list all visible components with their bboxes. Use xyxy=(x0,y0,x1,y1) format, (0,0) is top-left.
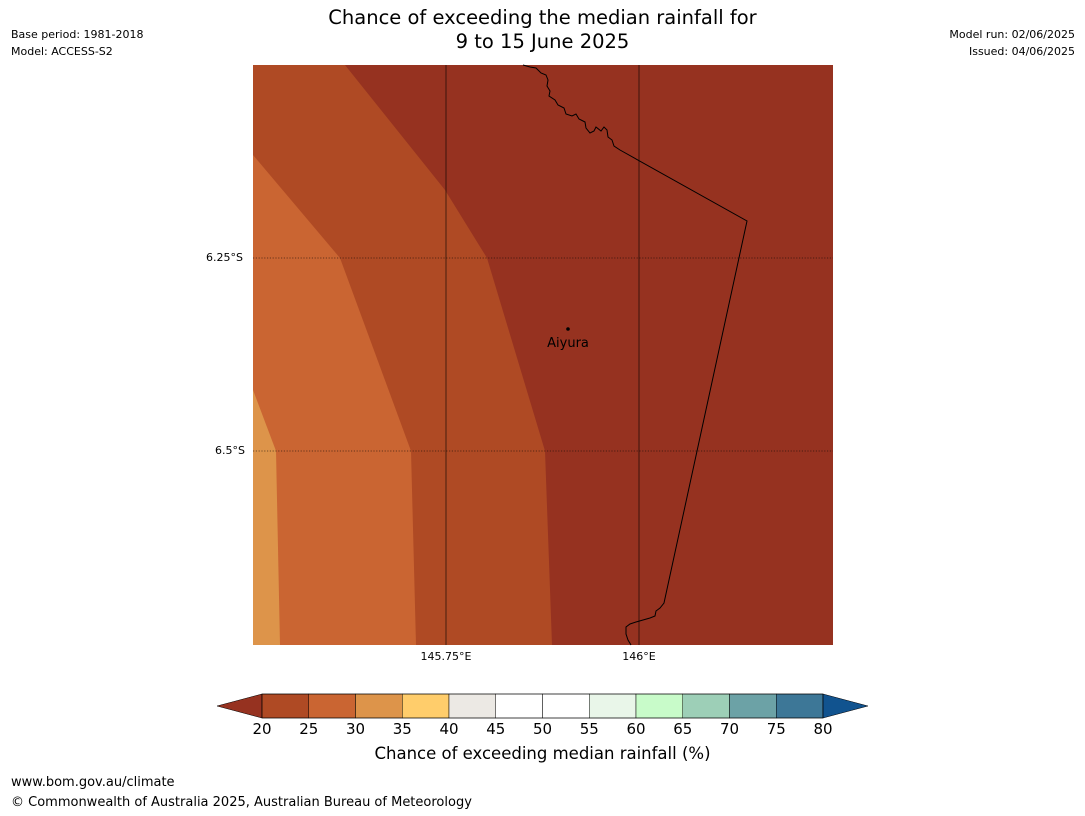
colorbar-label: Chance of exceeding median rainfall (%) xyxy=(374,744,711,763)
colorbar-tick-label: 40 xyxy=(439,720,459,738)
colorbar-tick-label: 55 xyxy=(579,720,599,738)
colorbar-bin xyxy=(495,693,543,719)
title-line-2: 9 to 15 June 2025 xyxy=(455,30,630,53)
header-left: Base period: 1981-2018 Model: ACCESS-S2 xyxy=(11,26,143,60)
colorbar-bin xyxy=(402,693,450,719)
colorbar-bin xyxy=(589,693,637,719)
colorbar xyxy=(216,693,869,719)
colorbar-tick-label: 50 xyxy=(532,720,553,738)
colorbar-bin xyxy=(776,693,824,719)
colorbar-bin xyxy=(261,693,309,719)
zone-mid xyxy=(253,155,416,645)
lon-label-145-75: 145.75°E xyxy=(420,650,472,663)
colorbar-bin xyxy=(308,693,356,719)
colorbar-tick-label: 65 xyxy=(673,720,693,738)
model-text: Model: ACCESS-S2 xyxy=(11,45,113,58)
colorbar-bin xyxy=(635,693,683,719)
colorbar-tick-label: 60 xyxy=(626,720,646,738)
colorbar-tick-label: 70 xyxy=(719,720,740,738)
lon-label-146: 146°E xyxy=(622,650,656,663)
colorbar-tick-label: 45 xyxy=(486,720,506,738)
colorbar-tick-label: 80 xyxy=(813,720,833,738)
probability-zones xyxy=(253,65,833,645)
point-marker xyxy=(566,327,570,331)
colorbar-tick-label: 75 xyxy=(766,720,786,738)
issued-text: Issued: 04/06/2025 xyxy=(968,45,1075,58)
colorbar-tick-label: 20 xyxy=(252,720,272,738)
colorbar-tick-label: 25 xyxy=(299,720,319,738)
colorbar-tick-label: 30 xyxy=(345,720,366,738)
title-line-1: Chance of exceeding the median rainfall … xyxy=(328,6,757,29)
colorbar-under-arrow xyxy=(216,693,263,719)
colorbar-frame xyxy=(261,693,824,719)
footer-copyright: © Commonwealth of Australia 2025, Austra… xyxy=(11,795,472,810)
footer-url[interactable]: www.bom.gov.au/climate xyxy=(11,775,175,790)
lat-label-6-25: 6.25°S xyxy=(206,251,243,264)
colorbar-over-arrow xyxy=(822,693,869,719)
colorbar-bin xyxy=(355,693,403,719)
zone-light xyxy=(253,390,280,645)
colorbar-bin xyxy=(448,693,496,719)
lat-label-6-5: 6.5°S xyxy=(215,444,245,457)
border-line xyxy=(522,64,748,646)
colorbar-bin xyxy=(682,693,730,719)
header-right: Model run: 02/06/2025 Issued: 04/06/2025 xyxy=(949,26,1075,60)
graticule xyxy=(253,65,833,645)
province-border xyxy=(522,64,748,646)
place-label-aiyura: Aiyura xyxy=(547,336,589,351)
colorbar-bin xyxy=(729,693,777,719)
colorbar-tick-label: 35 xyxy=(392,720,412,738)
map-title: Chance of exceeding the median rainfall … xyxy=(0,6,1085,54)
model-run-text: Model run: 02/06/2025 xyxy=(949,28,1075,41)
colorbar-bin xyxy=(542,693,590,719)
base-period-text: Base period: 1981-2018 xyxy=(11,28,144,41)
aiyura-marker xyxy=(566,327,570,331)
